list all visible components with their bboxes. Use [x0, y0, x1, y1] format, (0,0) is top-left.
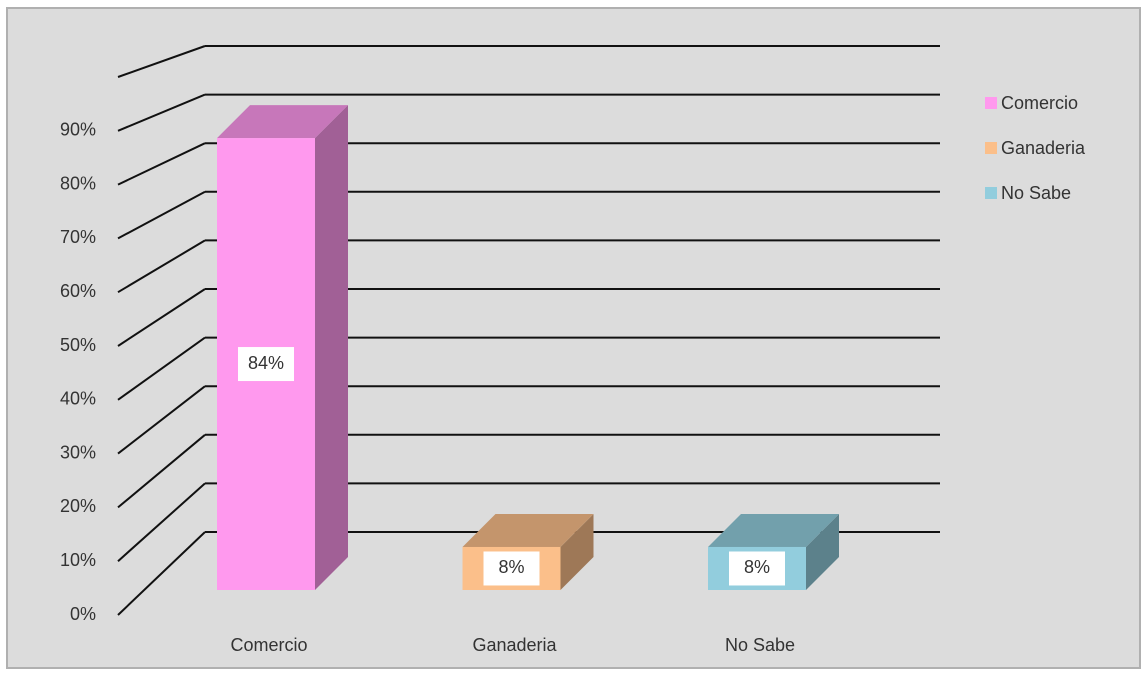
- y-tick-label: 10%: [60, 550, 96, 570]
- x-tick-label: No Sabe: [725, 635, 795, 655]
- bar-top: [708, 513, 839, 547]
- grid-line: [117, 385, 206, 455]
- legend-label: Comercio: [1001, 93, 1078, 113]
- legend-label: No Sabe: [1001, 183, 1071, 203]
- grid-line: [117, 482, 206, 562]
- grid-line: [117, 336, 206, 401]
- y-tick-label: 20%: [60, 496, 96, 516]
- y-tick-label: 40%: [60, 389, 96, 409]
- bar-side: [560, 513, 594, 590]
- y-tick-label: 90%: [60, 120, 96, 140]
- grid-line: [117, 142, 206, 186]
- grid-line: [117, 239, 206, 294]
- data-label: 84%: [248, 353, 284, 373]
- y-tick-label: 60%: [60, 281, 96, 301]
- data-label: 8%: [744, 557, 770, 577]
- legend-label: Ganaderia: [1001, 138, 1086, 158]
- legend-swatch: [985, 187, 997, 199]
- bar-top: [217, 105, 348, 139]
- grid-line: [117, 93, 206, 132]
- y-tick-label: 80%: [60, 173, 96, 193]
- data-label-box: [483, 551, 540, 586]
- data-label: 8%: [498, 557, 524, 577]
- x-tick-label: Comercio: [230, 635, 307, 655]
- grid-line: [117, 434, 206, 509]
- legend-swatch: [985, 97, 997, 109]
- grid-line: [117, 288, 206, 347]
- y-tick-label: 50%: [60, 335, 96, 355]
- x-tick-label: Ganaderia: [472, 635, 557, 655]
- y-tick-label: 0%: [70, 604, 96, 624]
- legend-swatch: [985, 142, 997, 154]
- data-label-box: [238, 347, 294, 382]
- data-label-box: [729, 551, 785, 586]
- grid-line: [117, 45, 206, 78]
- grid-line: [117, 190, 206, 240]
- bar-side: [315, 105, 348, 590]
- bar-side: [806, 513, 839, 590]
- y-tick-label: 70%: [60, 227, 96, 247]
- grid-line: [117, 531, 206, 616]
- bar-top: [462, 513, 594, 547]
- y-tick-label: 30%: [60, 442, 96, 462]
